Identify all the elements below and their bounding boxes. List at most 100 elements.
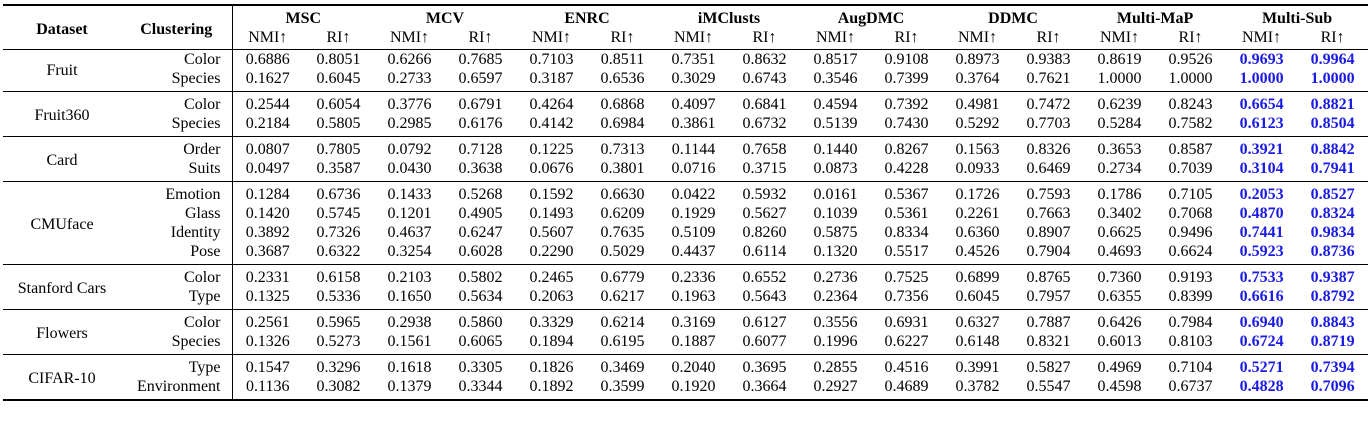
ri-value: 0.8632 [742, 51, 787, 68]
nmi-value: 0.1826 [516, 354, 587, 377]
nmi-value: 0.6013 [1097, 333, 1142, 350]
dataset-name: Fruit [46, 62, 78, 79]
ri-value: 0.7326 [316, 224, 361, 241]
nmi-value: 0.2184 [245, 115, 290, 132]
header-metric-ri: RI↑ [1155, 28, 1227, 50]
nmi-value: 0.1284 [232, 181, 303, 204]
ri-value: 0.6597 [458, 70, 503, 87]
clustering-name: Color [121, 309, 233, 332]
nmi-value: 0.4526 [955, 243, 1000, 260]
nmi-value: 0.0807 [232, 136, 303, 159]
ri-value: 0.6732 [742, 115, 787, 132]
ri-value: 0.7887 [1013, 309, 1085, 332]
nmi-value: 0.2734 [1097, 160, 1142, 177]
clustering-name: Environment [121, 377, 233, 401]
ri-value: 0.5634 [458, 288, 503, 305]
ri-value: 0.8842 [1297, 136, 1369, 159]
nmi-value: 0.7351 [671, 51, 716, 68]
clustering-name: Color [121, 49, 233, 69]
ri-value: 0.5802 [445, 264, 516, 287]
nmi-value: 0.3653 [1084, 136, 1156, 159]
nmi-value: 0.7103 [529, 51, 574, 68]
nmi-value: 0.2331 [232, 264, 303, 287]
nmi-value: 0.0676 [529, 160, 574, 177]
ri-value: 0.6028 [458, 243, 503, 260]
nmi-value: 0.9693 [1239, 51, 1284, 68]
ri-value: 0.3664 [729, 377, 801, 401]
nmi-value: 0.1786 [1084, 181, 1156, 204]
ri-value: 0.3715 [742, 160, 787, 177]
header-metric-ri: RI↑ [1297, 28, 1369, 50]
clustering-name: Type [121, 354, 233, 377]
table-row: Suits 0.0497 0.3587 0.0430 0.3638 0.0676 0.380… [3, 159, 1368, 182]
ri-value: 0.4228 [884, 160, 929, 177]
ri-value: 0.5547 [1013, 377, 1085, 401]
nmi-value: 0.4870 [1239, 205, 1284, 222]
nmi-value: 0.4264 [516, 91, 587, 114]
ri-value: 0.5643 [742, 288, 787, 305]
nmi-value: 0.6886 [245, 51, 290, 68]
ri-value: 0.7805 [303, 136, 374, 159]
ri-value: 0.5336 [316, 288, 361, 305]
ri-value: 0.6127 [729, 309, 801, 332]
ri-value: 0.6217 [600, 288, 645, 305]
ri-value: 0.3344 [445, 377, 516, 401]
ri-value: 0.5965 [303, 309, 374, 332]
ri-value: 1.0000 [1168, 70, 1213, 87]
nmi-value: 0.6239 [1084, 91, 1156, 114]
dataset-name: CIFAR-10 [3, 354, 121, 401]
nmi-value: 0.2364 [813, 288, 858, 305]
ri-value: 0.7096 [1297, 377, 1369, 401]
nmi-value: 0.5923 [1239, 243, 1284, 260]
ri-value: 0.6931 [871, 309, 943, 332]
nmi-value: 0.0716 [671, 160, 716, 177]
nmi-value: 0.2053 [1226, 181, 1298, 204]
nmi-value: 0.3329 [516, 309, 587, 332]
nmi-value: 0.3776 [374, 91, 445, 114]
nmi-value: 0.3104 [1239, 160, 1284, 177]
nmi-value: 0.5292 [955, 115, 1000, 132]
nmi-value: 0.4969 [1084, 354, 1156, 377]
nmi-value: 0.1892 [516, 377, 587, 401]
ri-value: 0.6536 [600, 70, 645, 87]
clustering-name: Suits [121, 159, 233, 182]
nmi-value: 0.6148 [955, 333, 1000, 350]
ri-value: 0.5805 [316, 115, 361, 132]
nmi-value: 0.7360 [1084, 264, 1156, 287]
nmi-value: 0.5139 [813, 115, 858, 132]
clustering-name: Type [121, 287, 233, 310]
nmi-value: 0.1201 [387, 205, 432, 222]
nmi-value: 0.4693 [1097, 243, 1142, 260]
nmi-value: 0.6045 [955, 288, 1000, 305]
ri-value: 0.5745 [316, 205, 361, 222]
nmi-value: 0.5875 [813, 224, 858, 241]
nmi-value: 0.1592 [516, 181, 587, 204]
header-method: MCV [374, 4, 516, 28]
ri-value: 0.4516 [871, 354, 943, 377]
nmi-value: 0.4598 [1084, 377, 1156, 401]
nmi-value: 0.0422 [658, 181, 729, 204]
header-metric-ri: RI↑ [871, 28, 943, 50]
ri-value: 1.0000 [1310, 70, 1355, 87]
ri-value: 0.7525 [871, 264, 943, 287]
header-metric-ri: RI↑ [729, 28, 801, 50]
clustering-name: Color [121, 264, 233, 287]
nmi-value: 0.8619 [1097, 51, 1142, 68]
ri-value: 0.9496 [1168, 224, 1213, 241]
clustering-name: Species [121, 69, 233, 92]
nmi-value: 0.5109 [671, 224, 716, 241]
header-metric-ri: RI↑ [587, 28, 658, 50]
dataset-name: Card [3, 136, 121, 182]
ri-value: 0.8399 [1168, 288, 1213, 305]
nmi-value: 0.2290 [529, 243, 574, 260]
nmi-value: 0.3546 [813, 70, 858, 87]
ri-value: 0.6065 [458, 333, 503, 350]
ri-value: 0.7957 [1026, 288, 1071, 305]
nmi-value: 0.1618 [374, 354, 445, 377]
nmi-value: 0.4981 [942, 91, 1014, 114]
nmi-value: 0.1326 [245, 333, 290, 350]
ri-value: 0.6247 [458, 224, 503, 241]
ri-value: 0.8843 [1297, 309, 1369, 332]
ri-value: 0.7593 [1013, 181, 1085, 204]
ri-value: 0.7128 [445, 136, 516, 159]
